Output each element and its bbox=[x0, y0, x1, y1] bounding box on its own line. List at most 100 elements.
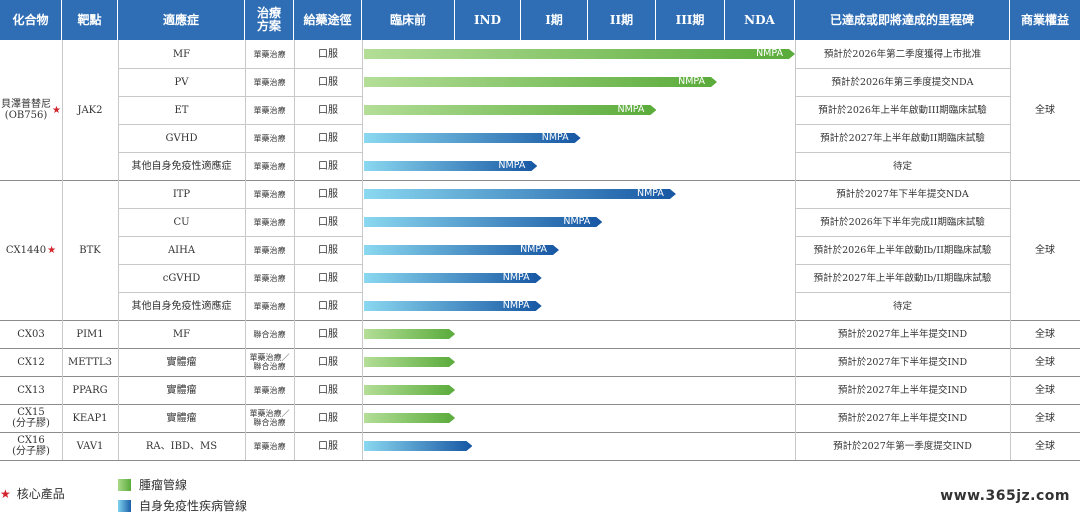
pipeline-bar: NMPA bbox=[364, 76, 718, 87]
pipeline-bar: NMPA bbox=[364, 244, 559, 255]
bar-shape bbox=[364, 413, 456, 423]
route-cell: 口服 bbox=[318, 48, 338, 60]
row-divider bbox=[795, 96, 1010, 97]
indication-cell: RA、IBD、MS bbox=[145, 440, 218, 452]
legend-autoimmune: 自身免疫性疾病管線 bbox=[118, 497, 247, 514]
pipeline-bar: NMPA bbox=[364, 188, 676, 199]
therapy-cell: 單藥治療 bbox=[253, 49, 286, 59]
compound-name: CX03 bbox=[17, 328, 45, 340]
header-route: 給藥途徑 bbox=[294, 0, 362, 40]
pipeline-bar: NMPA bbox=[364, 132, 581, 143]
pipeline-bar bbox=[364, 329, 456, 339]
compound-cell: CX1440 ★ bbox=[0, 180, 62, 320]
milestone-cell: 預計於2027年上半年啟動Ib/II期臨床試驗 bbox=[813, 272, 992, 284]
route-cell: 口服 bbox=[318, 188, 338, 200]
bar-shape bbox=[364, 357, 456, 367]
column-divider bbox=[245, 40, 246, 460]
indication-cell: MF bbox=[172, 328, 191, 340]
bar-label: NMPA bbox=[498, 160, 526, 171]
milestone-cell: 預計於2026年上半年啟動Ib/II期臨床試驗 bbox=[813, 244, 992, 256]
column-divider bbox=[294, 40, 295, 460]
column-divider bbox=[362, 40, 363, 460]
therapy-cell: 單藥治療 bbox=[253, 133, 286, 143]
pipeline-bar: NMPA bbox=[364, 48, 795, 59]
column-divider bbox=[118, 40, 119, 460]
rights-cell: 全球 bbox=[1035, 104, 1055, 116]
therapy-cell: 聯合治療 bbox=[253, 329, 286, 339]
column-divider bbox=[1010, 40, 1011, 460]
indication-cell: ET bbox=[174, 104, 189, 116]
column-divider bbox=[795, 40, 796, 460]
row-divider bbox=[118, 68, 362, 69]
therapy-cell: 單藥治療 bbox=[253, 189, 286, 199]
route-cell: 口服 bbox=[318, 300, 338, 312]
row-divider bbox=[795, 152, 1010, 153]
therapy-cell: 單藥治療／ 聯合治療 bbox=[249, 353, 290, 371]
header-ind: IND bbox=[455, 0, 521, 40]
pipeline-bar bbox=[364, 357, 456, 367]
route-cell: 口服 bbox=[318, 384, 338, 396]
target-cell: PIM1 bbox=[76, 328, 104, 340]
legend-core: ★ 核心產品 bbox=[0, 485, 65, 502]
bar-shape bbox=[364, 273, 542, 283]
indication-cell: ITP bbox=[172, 188, 191, 200]
bar-shape bbox=[364, 189, 676, 199]
pipeline-bar: NMPA bbox=[364, 160, 538, 171]
milestone-cell: 預計於2026年下半年完成II期臨床試驗 bbox=[820, 216, 985, 228]
row-divider bbox=[0, 180, 1080, 181]
watermark: www.365jz.com bbox=[940, 488, 1070, 504]
indication-cell: GVHD bbox=[165, 132, 198, 144]
route-cell: 口服 bbox=[318, 412, 338, 424]
compound-name: CX16 (分子膠) bbox=[12, 435, 50, 457]
row-divider bbox=[118, 96, 362, 97]
indication-cell: PV bbox=[174, 76, 189, 88]
pipeline-bar bbox=[364, 413, 456, 423]
milestone-cell: 預計於2027年上半年提交IND bbox=[837, 412, 968, 424]
route-cell: 口服 bbox=[318, 104, 338, 116]
pipeline-bar: NMPA bbox=[364, 300, 542, 311]
therapy-cell: 單藥治療 bbox=[253, 301, 286, 311]
target-cell: METTL3 bbox=[67, 356, 113, 368]
row-divider bbox=[0, 376, 1080, 377]
bar-shape bbox=[364, 49, 795, 59]
row-divider bbox=[0, 320, 1080, 321]
milestone-cell: 預計於2027年上半年提交IND bbox=[837, 384, 968, 396]
therapy-cell: 單藥治療 bbox=[253, 77, 286, 87]
compound-cell: CX15 (分子膠) bbox=[0, 404, 62, 432]
route-cell: 口服 bbox=[318, 272, 338, 284]
row-divider bbox=[118, 236, 362, 237]
rights-cell: 全球 bbox=[1035, 440, 1055, 452]
bar-shape bbox=[364, 301, 542, 311]
compound-name: CX12 bbox=[17, 356, 45, 368]
bar-label: NMPA bbox=[541, 132, 569, 143]
row-divider bbox=[795, 68, 1010, 69]
row-divider bbox=[795, 124, 1010, 125]
rights-cell: 全球 bbox=[1035, 412, 1055, 424]
compound-cell: CX13 bbox=[0, 376, 62, 404]
legend-oncology: 腫瘤管線 bbox=[118, 476, 187, 493]
rights-cell: 全球 bbox=[1035, 356, 1055, 368]
row-divider bbox=[0, 404, 1080, 405]
therapy-cell: 單藥治療 bbox=[253, 245, 286, 255]
compound-cell: CX12 bbox=[0, 348, 62, 376]
header-nda: NDA bbox=[725, 0, 795, 40]
rights-cell: 全球 bbox=[1035, 328, 1055, 340]
compound-name: CX15 (分子膠) bbox=[12, 407, 50, 429]
row-divider bbox=[118, 152, 362, 153]
indication-cell: 實體瘤 bbox=[166, 356, 197, 368]
indication-cell: MF bbox=[172, 48, 191, 60]
milestone-cell: 預計於2027年上半年提交IND bbox=[837, 328, 968, 340]
bar-shape bbox=[364, 105, 657, 115]
bar-shape bbox=[364, 441, 473, 451]
compound-name: 貝澤普替尼 (OB756) bbox=[1, 99, 52, 121]
route-cell: 口服 bbox=[318, 440, 338, 452]
pipeline-bar: NMPA bbox=[364, 104, 657, 115]
row-divider bbox=[0, 460, 1080, 461]
indication-cell: cGVHD bbox=[162, 272, 201, 284]
bar-label: NMPA bbox=[520, 244, 547, 255]
therapy-cell: 單藥治療 bbox=[253, 217, 286, 227]
core-star-icon: ★ bbox=[52, 104, 61, 116]
bar-label: NMPA bbox=[563, 216, 591, 227]
route-cell: 口服 bbox=[318, 132, 338, 144]
bar-shape bbox=[364, 217, 603, 227]
